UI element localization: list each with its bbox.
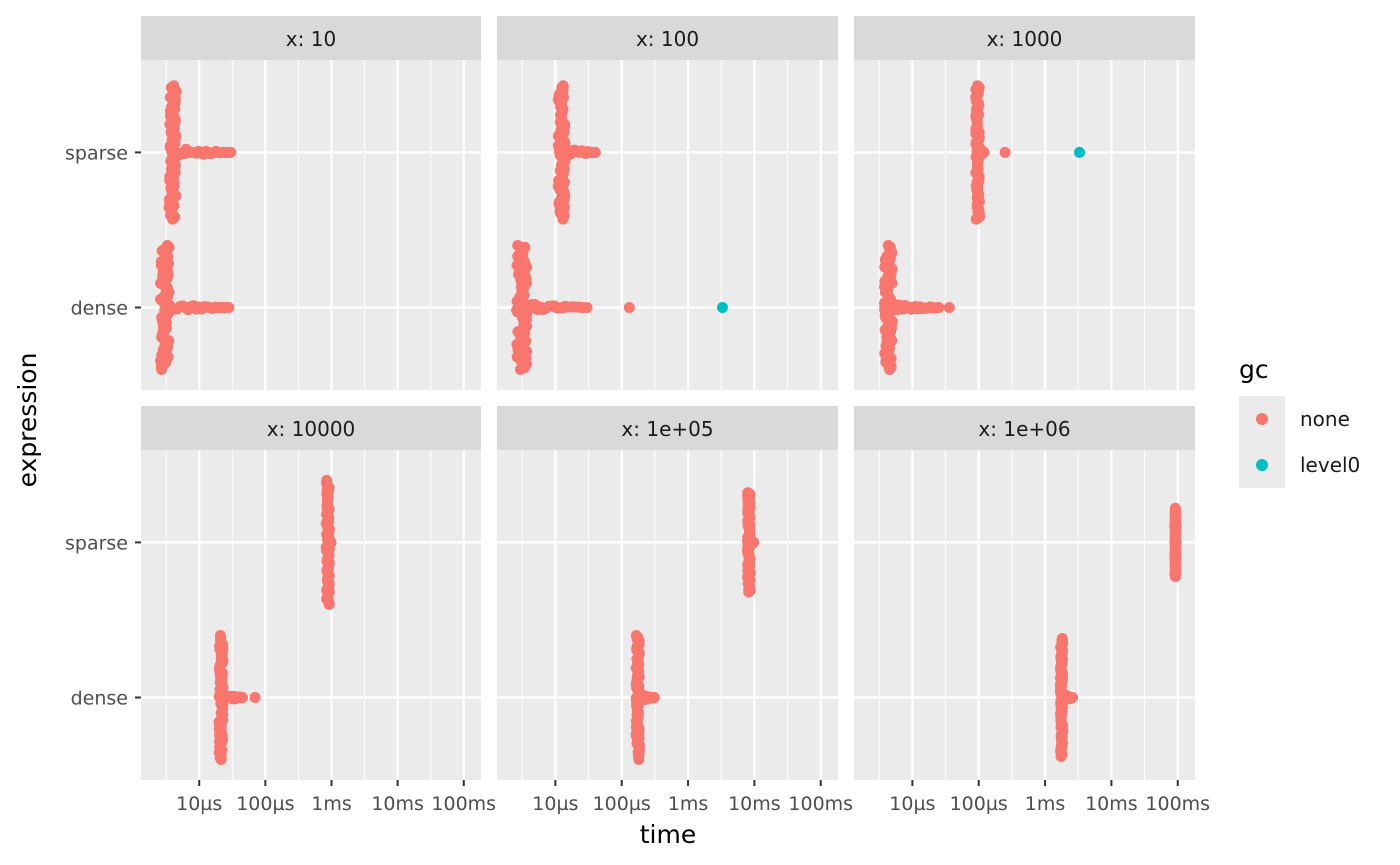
- x-tick-label: 10µs: [176, 793, 222, 815]
- data-point: [325, 536, 337, 548]
- data-point: [236, 692, 248, 703]
- legend: gc none level0: [1239, 355, 1360, 488]
- facet-panel: x: 1e+06: [854, 406, 1195, 780]
- x-tick-label: 1ms: [668, 793, 709, 815]
- outlier-point: [623, 302, 635, 313]
- facet-panel: x: 100: [497, 16, 838, 390]
- panel-background: [854, 60, 1195, 390]
- data-point: [167, 213, 179, 225]
- x-axis-title: time: [640, 820, 696, 849]
- x-tick-label: 1ms: [1025, 793, 1066, 815]
- facet-strip: [497, 16, 838, 60]
- data-point: [1169, 551, 1182, 564]
- facet-strip-label: x: 1e+06: [978, 417, 1070, 441]
- outlier-point: [943, 302, 955, 313]
- data-point: [648, 692, 660, 703]
- facet-strip: [141, 16, 481, 60]
- x-tick-label: 1ms: [311, 793, 352, 815]
- facet-panel: x: 1e+05: [497, 406, 838, 780]
- data-point: [514, 364, 526, 376]
- x-tick-label: 100µs: [236, 793, 294, 815]
- panels-layer: x: 10 x: 100 x: 1000 x: 10000 x: 1e+05 x: 1e+…: [141, 16, 1195, 780]
- data-point: [743, 586, 755, 598]
- data-point: [1169, 567, 1182, 580]
- panel-background: [854, 450, 1195, 780]
- facet-strip-label: x: 1000: [987, 27, 1063, 51]
- series-sparse: [742, 487, 760, 598]
- panel-background: [141, 450, 481, 780]
- data-point: [225, 146, 237, 158]
- panel-background: [497, 60, 838, 390]
- data-point: [323, 598, 335, 610]
- y-tick-label: sparse: [65, 532, 128, 554]
- data-point: [215, 754, 227, 766]
- x-tick-label: 100µs: [950, 793, 1008, 815]
- x-tick-label: 100ms: [1145, 793, 1210, 815]
- data-point: [748, 536, 760, 548]
- facet-strip: [141, 406, 481, 450]
- data-point: [633, 754, 645, 766]
- series-sparse: [970, 80, 1085, 225]
- facet-panel: x: 10000: [141, 406, 481, 780]
- legend-label: level0: [1300, 453, 1360, 477]
- facet-strip-label: x: 10: [286, 27, 336, 51]
- legend-label: none: [1300, 407, 1350, 431]
- data-point: [970, 213, 982, 225]
- data-point: [557, 213, 569, 225]
- facet-strip-label: x: 10000: [267, 417, 356, 441]
- facet-strip: [497, 406, 838, 450]
- series-dense: [155, 239, 235, 376]
- panel-background: [141, 60, 481, 390]
- series-dense: [213, 629, 261, 766]
- series-dense: [630, 629, 660, 766]
- data-point: [223, 302, 235, 313]
- x-tick-label: 100ms: [788, 793, 853, 815]
- facet-strip: [854, 16, 1195, 60]
- y-axis: dense sparse dense sparse: [65, 142, 141, 710]
- outlier-point: [249, 692, 261, 703]
- facet-panel: x: 10: [141, 16, 481, 390]
- x-tick-label: 10ms: [728, 793, 781, 815]
- series-sparse: [163, 80, 237, 225]
- series-sparse: [552, 80, 601, 225]
- y-tick-label: sparse: [65, 142, 128, 164]
- data-point: [1067, 692, 1079, 703]
- data-point: [581, 302, 593, 313]
- x-tick-label: 10ms: [1085, 793, 1138, 815]
- outlier-point: [716, 302, 728, 313]
- x-tick-label: 10ms: [371, 793, 424, 815]
- legend-marker: [1256, 413, 1268, 425]
- data-point: [1169, 521, 1182, 534]
- facet-strip-label: x: 1e+05: [621, 417, 713, 441]
- y-tick-label: dense: [71, 688, 128, 710]
- data-point: [978, 146, 990, 158]
- series-dense: [879, 239, 955, 376]
- y-axis-title: expression: [13, 353, 42, 488]
- panel-background: [497, 450, 838, 780]
- legend-marker: [1256, 459, 1268, 471]
- data-point: [1055, 750, 1067, 762]
- legend-title: gc: [1239, 355, 1269, 384]
- outlier-point: [1073, 146, 1085, 158]
- data-point: [1169, 536, 1182, 549]
- facet-strip: [854, 406, 1195, 450]
- x-tick-label: 100ms: [431, 793, 496, 815]
- x-tick-label: 10µs: [889, 793, 935, 815]
- x-tick-label: 100µs: [593, 793, 651, 815]
- x-axis: 10µs 100µs 1ms 10ms 100ms 10µs 100µs 1ms 10ms 100…: [176, 780, 1210, 815]
- y-tick-label: dense: [71, 298, 128, 320]
- outlier-point: [999, 146, 1011, 158]
- series-dense: [1054, 633, 1079, 762]
- data-point: [589, 146, 601, 158]
- data-point: [933, 302, 945, 313]
- data-point: [883, 364, 895, 376]
- facet-panel: x: 1000: [854, 16, 1195, 390]
- facet-strip-label: x: 100: [636, 27, 699, 51]
- series-sparse: [320, 474, 337, 610]
- x-tick-label: 10µs: [532, 793, 578, 815]
- series-dense: [511, 239, 728, 376]
- data-point: [156, 364, 168, 376]
